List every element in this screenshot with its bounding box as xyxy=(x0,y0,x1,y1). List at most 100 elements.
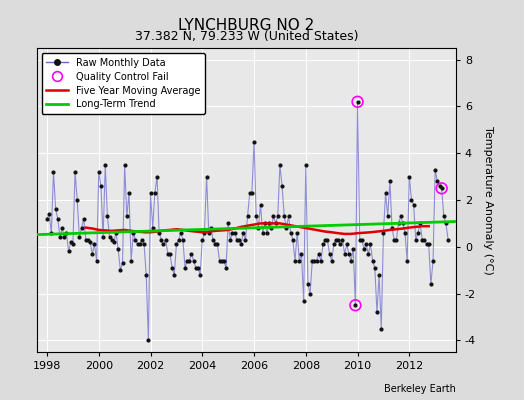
Point xyxy=(235,236,243,243)
Point xyxy=(422,241,431,248)
Point xyxy=(246,190,254,196)
Point xyxy=(49,169,58,175)
Point xyxy=(123,213,131,220)
Point xyxy=(181,265,189,271)
Point xyxy=(174,236,183,243)
Point xyxy=(440,213,448,220)
Point xyxy=(373,309,381,316)
Point xyxy=(134,241,142,248)
Point xyxy=(110,239,118,245)
Point xyxy=(401,230,409,236)
Point xyxy=(368,258,377,264)
Point xyxy=(67,239,75,245)
Point xyxy=(224,220,232,226)
Y-axis label: Temperature Anomaly (°C): Temperature Anomaly (°C) xyxy=(483,126,493,274)
Point xyxy=(60,234,69,241)
Point xyxy=(56,234,64,241)
Point xyxy=(82,236,90,243)
Point xyxy=(377,326,386,332)
Point xyxy=(420,236,429,243)
Point xyxy=(384,213,392,220)
Point xyxy=(334,236,342,243)
Point xyxy=(62,230,71,236)
Point xyxy=(381,190,390,196)
Point xyxy=(438,185,446,192)
Point xyxy=(254,225,263,231)
Point xyxy=(418,236,427,243)
Point xyxy=(127,258,135,264)
Point xyxy=(399,220,407,226)
Point xyxy=(370,265,379,271)
Point xyxy=(323,236,332,243)
Point xyxy=(312,258,321,264)
Point xyxy=(442,220,450,226)
Point xyxy=(341,250,349,257)
Point xyxy=(282,225,291,231)
Point xyxy=(416,220,424,226)
Point xyxy=(414,230,422,236)
Point xyxy=(248,190,256,196)
Point xyxy=(267,225,276,231)
Point xyxy=(47,230,56,236)
Point xyxy=(172,241,181,248)
Text: 37.382 N, 79.233 W (United States): 37.382 N, 79.233 W (United States) xyxy=(135,30,358,43)
Point xyxy=(170,272,179,278)
Point xyxy=(328,258,336,264)
Point xyxy=(228,230,237,236)
Point xyxy=(260,220,269,226)
Point xyxy=(395,220,403,226)
Point xyxy=(429,258,437,264)
Point xyxy=(444,236,452,243)
Point xyxy=(362,241,370,248)
Point xyxy=(299,297,308,304)
Point xyxy=(358,236,366,243)
Point xyxy=(351,302,359,308)
Point xyxy=(116,267,125,273)
Point xyxy=(217,258,226,264)
Point xyxy=(84,236,92,243)
Point xyxy=(43,216,51,222)
Point xyxy=(45,211,53,217)
Point xyxy=(325,250,334,257)
Point xyxy=(142,272,150,278)
Point xyxy=(215,258,224,264)
Point xyxy=(263,230,271,236)
Point xyxy=(114,246,123,252)
Point xyxy=(366,241,375,248)
Point xyxy=(103,213,112,220)
Point xyxy=(310,258,319,264)
Point xyxy=(258,230,267,236)
Point xyxy=(53,216,62,222)
Point xyxy=(151,190,159,196)
Point xyxy=(136,241,144,248)
Point xyxy=(347,258,355,264)
Point xyxy=(129,230,137,236)
Point xyxy=(148,225,157,231)
Point xyxy=(105,234,114,241)
Point xyxy=(168,265,176,271)
Point xyxy=(69,241,77,248)
Point xyxy=(190,258,198,264)
Point xyxy=(375,272,383,278)
Point xyxy=(140,241,148,248)
Point xyxy=(353,98,362,105)
Point xyxy=(231,230,239,236)
Point xyxy=(237,241,245,248)
Point xyxy=(353,98,362,105)
Point xyxy=(336,241,344,248)
Point xyxy=(194,265,202,271)
Point xyxy=(271,220,280,226)
Point xyxy=(202,174,211,180)
Point xyxy=(289,236,297,243)
Point xyxy=(73,197,81,203)
Point xyxy=(280,213,288,220)
Point xyxy=(209,236,217,243)
Point xyxy=(90,241,99,248)
Point xyxy=(364,250,373,257)
Point xyxy=(125,190,133,196)
Point xyxy=(78,225,86,231)
Point xyxy=(339,236,347,243)
Point xyxy=(287,230,295,236)
Legend: Raw Monthly Data, Quality Control Fail, Five Year Moving Average, Long-Term Tren: Raw Monthly Data, Quality Control Fail, … xyxy=(41,53,205,114)
Point xyxy=(314,250,323,257)
